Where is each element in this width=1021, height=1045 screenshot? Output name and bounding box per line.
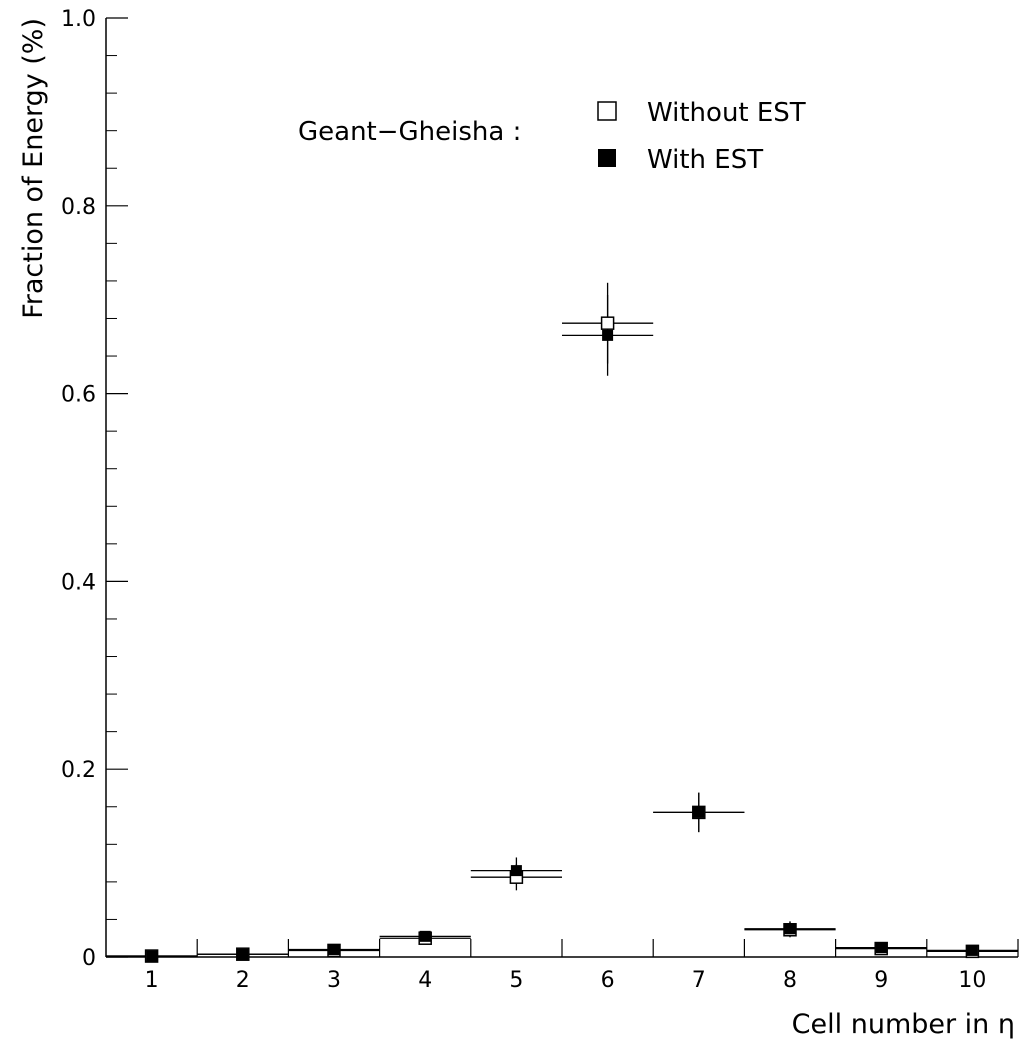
legend-marker-without-est bbox=[597, 101, 617, 121]
legend-label-without-est: Without EST bbox=[647, 98, 806, 128]
legend-label-with-est: With EST bbox=[647, 145, 763, 175]
data-point-with-est bbox=[966, 944, 978, 956]
y-tick-label: 0 bbox=[82, 946, 96, 971]
y-tick-label: 0.2 bbox=[61, 758, 96, 783]
x-tick-label: 10 bbox=[958, 968, 986, 993]
axes bbox=[105, 18, 1018, 958]
x-axis-title: Cell number in η bbox=[792, 1009, 1015, 1040]
x-tick-label: 7 bbox=[692, 968, 706, 993]
ticks: 0 0.2 0.4 0.6 0.8 1.0 1 2 3 4 5 6 7 8 9 10 bbox=[61, 7, 1019, 993]
data-point-with-est bbox=[237, 948, 249, 960]
data-point-with-est bbox=[602, 329, 614, 341]
data-point-with-est bbox=[875, 942, 887, 954]
data-point-with-est bbox=[693, 806, 705, 818]
data-point-with-est bbox=[510, 865, 522, 877]
error-bars bbox=[106, 282, 1018, 957]
data-point-without-est bbox=[600, 316, 615, 330]
legend: Geant−Gheisha : Without EST With EST bbox=[298, 98, 806, 175]
legend-title: Geant−Gheisha : bbox=[298, 117, 521, 147]
y-axis-title: Fraction of Energy (%) bbox=[18, 18, 49, 319]
x-tick-label: 8 bbox=[783, 968, 797, 993]
x-tick-label: 9 bbox=[874, 968, 888, 993]
x-tick-label: 2 bbox=[236, 968, 250, 993]
x-tick-label: 4 bbox=[418, 968, 432, 993]
y-tick-label: 1.0 bbox=[61, 7, 96, 32]
x-tick-label: 5 bbox=[509, 968, 523, 993]
data-point-with-est bbox=[419, 930, 431, 942]
y-tick-label: 0.6 bbox=[61, 383, 96, 408]
y-tick-label: 0.4 bbox=[61, 570, 96, 595]
data-point-with-est bbox=[328, 943, 340, 955]
x-tick-label: 1 bbox=[145, 968, 159, 993]
data-point-with-est bbox=[146, 950, 158, 962]
y-tick-label: 0.8 bbox=[61, 195, 96, 220]
legend-marker-with-est bbox=[598, 149, 616, 167]
x-tick-label: 3 bbox=[327, 968, 341, 993]
data-markers bbox=[144, 316, 980, 963]
x-tick-label: 6 bbox=[601, 968, 615, 993]
data-point-with-est bbox=[784, 923, 796, 935]
